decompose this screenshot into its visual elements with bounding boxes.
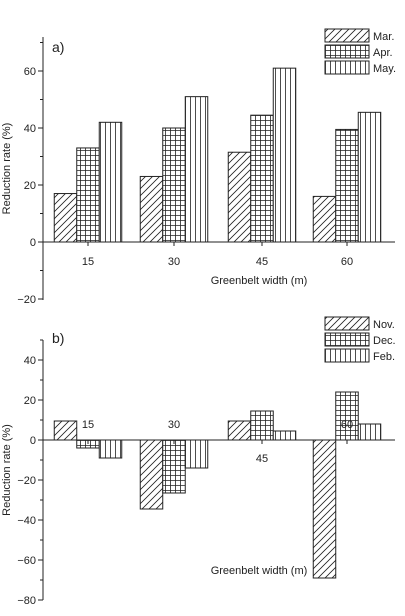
x-category-label: 45	[256, 453, 268, 465]
bar-apr-30	[162, 127, 186, 243]
panel-b-chart: −80 −60 −40 −20 0 20 40 15 30 45 60 Greenbelt width…	[1, 316, 396, 607]
y-tick-label: 40	[24, 123, 36, 135]
bar-nov-30	[139, 439, 164, 510]
legend-swatch	[324, 316, 370, 331]
bar-feb-60	[357, 423, 382, 441]
legend-swatch	[324, 332, 370, 347]
y-tick-label: −20	[17, 475, 36, 487]
panel-label: a)	[52, 39, 64, 55]
bar-feb-30	[184, 439, 209, 469]
bar-nov-60	[312, 439, 337, 579]
legend-label: May.	[373, 63, 396, 75]
legend-swatch	[324, 60, 370, 75]
x-category-label: 60	[341, 256, 353, 268]
x-category-label: 30	[168, 419, 180, 431]
panel-a-chart: −20 0 20 40 60 15 30 45 60 Greenbelt width (m) Red…	[1, 28, 396, 306]
legend-swatch	[324, 28, 370, 43]
legend-swatch	[324, 44, 370, 59]
legend-label: Nov.	[373, 319, 395, 331]
x-axis-title: Greenbelt width (m)	[211, 275, 308, 287]
legend-label: Feb.	[373, 351, 395, 363]
bar-mar-30	[139, 175, 164, 243]
bar-dec-60	[335, 391, 359, 441]
legend-swatch	[324, 348, 370, 363]
bar-may-15	[98, 121, 123, 243]
bar-nov-15	[53, 420, 78, 441]
x-axis-title: Greenbelt width (m)	[211, 565, 308, 577]
y-tick-label: 0	[30, 237, 36, 249]
y-tick-label: 0	[30, 435, 36, 447]
bar-dec-30	[162, 439, 186, 494]
y-tick-label: −20	[17, 294, 36, 306]
x-category-label: 45	[256, 256, 268, 268]
x-category-label: 15	[82, 256, 94, 268]
bar-apr-15	[76, 147, 100, 243]
legend-label: Dec.	[373, 335, 396, 347]
bar-mar-60	[312, 195, 337, 243]
bar-mar-15	[53, 193, 78, 243]
bar-may-45	[272, 67, 297, 243]
bar-feb-45	[272, 430, 297, 441]
y-tick-label: −40	[17, 515, 36, 527]
y-tick-label: −60	[17, 555, 36, 567]
x-category-label: 60	[341, 419, 353, 431]
bar-nov-45	[227, 420, 252, 441]
legend-label: Apr.	[373, 47, 393, 59]
y-axis-title: Reduction rate (%)	[1, 424, 13, 516]
bar-may-30	[184, 96, 209, 243]
y-tick-label: 20	[24, 180, 36, 192]
y-axis-title: Reduction rate (%)	[1, 123, 13, 215]
panel-label: b)	[52, 330, 64, 346]
bar-feb-15	[98, 439, 123, 459]
bar-may-60	[357, 111, 382, 243]
x-category-label: 30	[168, 256, 180, 268]
x-category-label: 15	[82, 419, 94, 431]
bar-mar-45	[227, 151, 252, 243]
y-tick-label: −80	[17, 595, 36, 607]
bar-apr-60	[335, 128, 359, 243]
legend-label: Mar.	[373, 31, 394, 43]
y-tick-label: 40	[24, 355, 36, 367]
bar-apr-45	[250, 114, 274, 243]
y-tick-label: 20	[24, 395, 36, 407]
bar-dec-45	[250, 410, 274, 441]
y-tick-label: 60	[24, 66, 36, 78]
